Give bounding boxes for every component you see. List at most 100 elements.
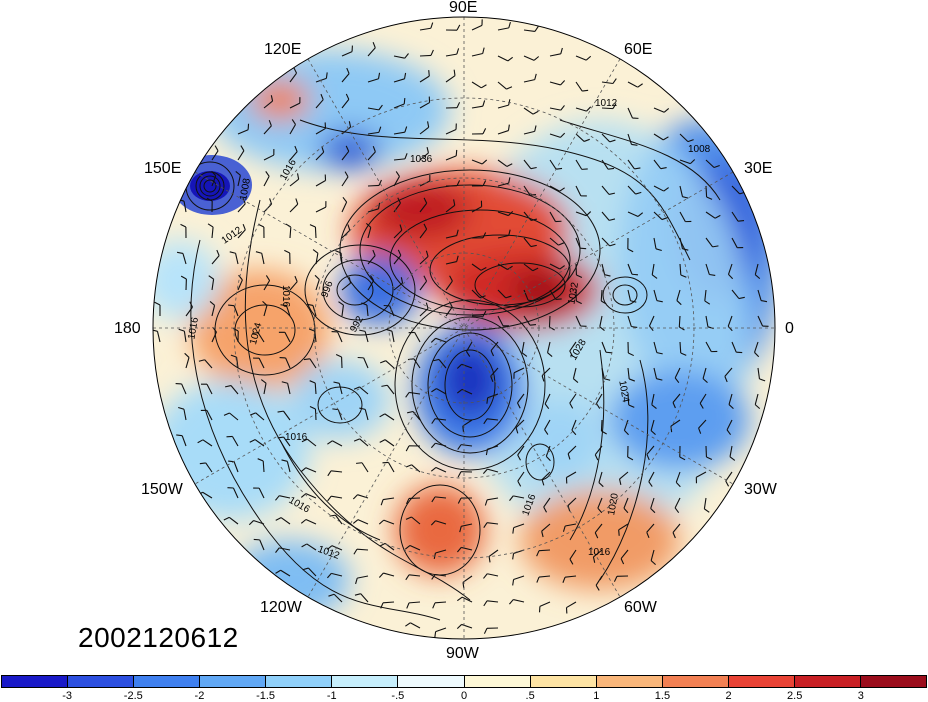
wind-barb <box>569 341 577 357</box>
colorbar-tick-label: .5 <box>525 690 535 702</box>
wind-barb <box>726 419 733 435</box>
wind-barb <box>672 523 681 539</box>
wind-barb <box>393 249 402 265</box>
wind-barb <box>705 237 719 248</box>
wind-barb <box>670 419 681 433</box>
wind-barb <box>253 357 265 369</box>
wind-barb <box>623 419 629 436</box>
wind-barb <box>445 69 456 83</box>
wind-barb <box>211 249 220 265</box>
wind-barb <box>471 263 487 271</box>
wind-barb <box>674 497 681 513</box>
wind-barb <box>523 185 537 196</box>
wind-barb <box>627 445 634 461</box>
wind-barb <box>627 185 642 195</box>
wind-barb <box>483 627 499 634</box>
wind-barbs <box>153 19 769 638</box>
wind-barb <box>393 171 400 187</box>
wind-barb <box>315 201 327 213</box>
wind-barb <box>314 274 320 291</box>
wind-barb <box>327 495 343 502</box>
wind-barb <box>483 573 499 579</box>
colorbar-cell <box>134 676 201 687</box>
wind-barb <box>199 462 213 473</box>
wind-barb <box>289 67 298 83</box>
wind-barb <box>253 487 265 499</box>
wind-barb <box>406 601 421 609</box>
wind-barb <box>309 380 317 395</box>
wind-barb <box>679 237 689 251</box>
wind-barb <box>432 601 447 609</box>
wind-barb <box>653 133 669 141</box>
wind-barb <box>445 275 453 291</box>
wind-barb <box>601 103 617 110</box>
wind-barb <box>434 627 447 638</box>
wind-barb <box>456 546 473 553</box>
wind-barb <box>341 224 351 239</box>
wind-barb <box>430 520 447 526</box>
colorbar-tick-label: 0 <box>460 690 468 702</box>
wind-barb <box>235 171 241 187</box>
wind-barb <box>599 315 605 331</box>
wind-barb <box>331 331 343 343</box>
wind-barb <box>379 360 395 369</box>
wind-barb <box>471 81 487 89</box>
wind-barb <box>338 301 344 317</box>
wind-barb <box>544 419 551 435</box>
wind-barb <box>445 102 461 109</box>
wind-barb <box>281 381 291 395</box>
wind-barb <box>228 304 239 317</box>
colorbar <box>1 675 927 688</box>
wind-barb <box>549 289 562 300</box>
wind-barb <box>302 567 317 577</box>
colorbar-cell <box>464 676 531 687</box>
wind-barb <box>731 237 744 249</box>
wind-barb <box>300 518 317 525</box>
wind-barb <box>393 153 408 161</box>
wind-barb <box>353 386 369 395</box>
wind-barb <box>571 419 577 436</box>
wind-barb <box>651 263 658 279</box>
wind-barb <box>497 210 514 217</box>
wind-barb <box>549 132 566 138</box>
wind-barb <box>627 263 639 276</box>
wind-barb <box>226 435 239 447</box>
wind-barb <box>627 81 643 88</box>
wind-barb <box>484 497 499 506</box>
wind-barb <box>367 179 382 187</box>
wind-barb <box>497 81 513 90</box>
colorbar-cell <box>266 676 333 687</box>
colorbar-tick-label: 3 <box>857 690 864 702</box>
wind-barb <box>523 159 537 170</box>
wind-barb <box>341 145 350 161</box>
wind-barb <box>575 185 587 197</box>
wind-barb <box>224 385 239 395</box>
wind-barb <box>315 122 327 135</box>
wind-barb <box>466 341 473 357</box>
wind-barb <box>260 379 267 395</box>
wind-barb <box>352 519 369 525</box>
colorbar-tick-label: -1.5 <box>256 690 276 702</box>
wind-barb <box>184 352 190 369</box>
longitude-label-90e: 90E <box>449 0 478 16</box>
wind-barb <box>620 549 629 565</box>
wind-barb <box>178 406 187 421</box>
wind-barb <box>572 367 579 384</box>
grid-lines <box>153 17 775 639</box>
wind-barb <box>431 574 447 580</box>
wind-barb <box>263 120 272 135</box>
wind-barb <box>367 249 376 265</box>
wind-barb <box>548 315 555 331</box>
wind-barb <box>648 471 655 487</box>
wind-barb <box>483 418 499 425</box>
wind-barb <box>523 73 537 83</box>
wind-barb <box>405 464 421 473</box>
wind-barb <box>301 438 317 447</box>
wind-barb <box>536 575 551 583</box>
pressure-contours <box>185 119 721 621</box>
wind-barb <box>356 462 369 473</box>
wind-barb <box>601 78 617 85</box>
wind-barb <box>613 575 629 582</box>
wind-barb <box>600 289 607 305</box>
wind-barb <box>653 185 669 192</box>
